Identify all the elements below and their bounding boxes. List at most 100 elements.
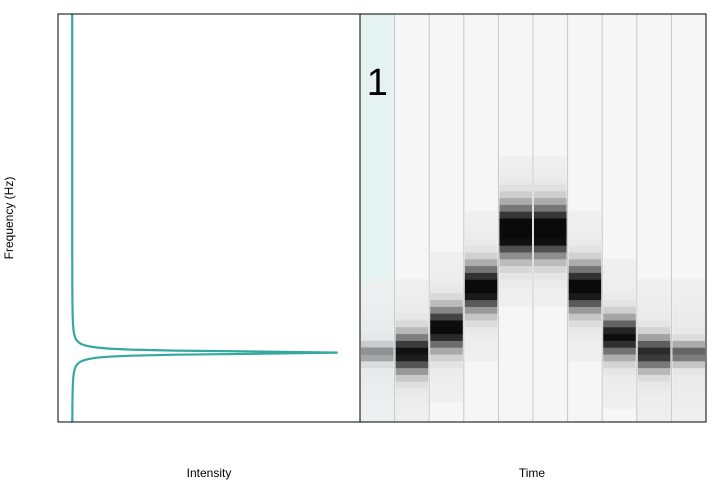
intensity-band: [361, 354, 394, 362]
intensity-band: [534, 265, 567, 273]
intensity-band: [637, 326, 671, 335]
intensity-band: [464, 340, 498, 348]
intensity-band: [395, 381, 429, 389]
intensity-band: [395, 360, 429, 369]
intensity-band: [672, 354, 705, 362]
spectrogram-frame-9: [636, 14, 672, 423]
intensity-band: [395, 279, 429, 287]
intensity-band: [499, 170, 532, 178]
intensity-band: [499, 252, 532, 260]
intensity-band: [672, 320, 705, 328]
intensity-band: [637, 408, 671, 416]
intensity-band: [568, 272, 602, 280]
intensity-band: [499, 156, 532, 165]
intensity-band: [603, 299, 636, 307]
intensity-band: [430, 265, 463, 273]
intensity-band: [603, 381, 636, 389]
intensity-band: [361, 388, 394, 396]
intensity-band: [637, 306, 671, 314]
intensity-band: [534, 156, 567, 165]
intensity-band: [430, 354, 463, 362]
intensity-band: [637, 388, 671, 396]
intensity-band: [499, 265, 532, 273]
intensity-band: [568, 326, 602, 335]
plot-border: [57, 13, 707, 423]
intensity-band: [499, 211, 532, 219]
spectrogram-frame-7: [567, 14, 603, 422]
intensity-band: [534, 170, 567, 178]
intensity-band: [603, 354, 636, 362]
intensity-band: [395, 299, 429, 307]
intensity-band: [534, 286, 567, 294]
intensity-band: [361, 374, 394, 382]
intensity-band: [672, 401, 705, 409]
intensity-band: [534, 299, 567, 307]
intensity-band: [430, 272, 463, 280]
intensity-band: [603, 326, 636, 335]
intensity-band: [672, 286, 705, 294]
intensity-band: [499, 279, 532, 287]
intensity-band: [568, 218, 602, 226]
intensity-band: [603, 286, 636, 294]
intensity-band: [603, 360, 636, 369]
intensity-band: [603, 320, 636, 328]
spectrogram-frame-6: [532, 14, 568, 422]
y-axis-label: Frequency (Hz): [2, 177, 16, 260]
intensity-band: [637, 367, 671, 375]
intensity-band: [534, 224, 567, 233]
intensity-band: [603, 340, 636, 348]
intensity-band: [637, 279, 671, 287]
intensity-band: [637, 299, 671, 307]
intensity-band: [568, 299, 602, 307]
intensity-band: [464, 245, 498, 253]
intensity-band: [568, 347, 602, 355]
intensity-band: [464, 238, 498, 246]
spectrogram-frame-4: [463, 14, 499, 422]
x-axis-label-time: Time: [519, 466, 546, 480]
intensity-band: [672, 367, 705, 375]
intensity-band: [395, 340, 429, 348]
intensity-band: [499, 299, 532, 307]
intensity-band: [568, 320, 602, 328]
intensity-band: [603, 374, 636, 382]
intensity-band: [534, 218, 567, 226]
intensity-band: [430, 313, 463, 321]
intensity-band: [672, 292, 705, 301]
intensity-band: [672, 313, 705, 321]
intensity-band: [395, 326, 429, 335]
intensity-band: [430, 286, 463, 294]
intensity-band: [637, 415, 671, 423]
intensity-band: [430, 252, 463, 260]
intensity-band: [361, 299, 394, 307]
intensity-band: [603, 279, 636, 287]
intensity-band: [568, 238, 602, 246]
intensity-band: [430, 340, 463, 348]
spectrogram-frame-10: [670, 14, 706, 423]
intensity-band: [361, 381, 394, 389]
intensity-band: [499, 245, 532, 253]
intensity-band: [464, 224, 498, 233]
intensity-band: [534, 231, 567, 239]
intensity-band: [672, 415, 705, 423]
intensity-band: [395, 320, 429, 328]
intensity-band: [568, 292, 602, 301]
intensity-band: [672, 360, 705, 369]
intensity-band: [637, 333, 671, 341]
x-axis-label-intensity: Intensity: [187, 466, 232, 480]
intensity-band: [430, 326, 463, 335]
intensity-band: [568, 252, 602, 260]
intensity-band: [603, 258, 636, 267]
intensity-band: [361, 286, 394, 294]
intensity-band: [361, 320, 394, 328]
intensity-band: [568, 313, 602, 321]
intensity-band: [361, 313, 394, 321]
intensity-band: [499, 238, 532, 246]
intensity-band: [499, 177, 532, 185]
intensity-band: [499, 218, 532, 226]
intensity-band: [637, 347, 671, 355]
intensity-band: [672, 326, 705, 335]
intensity-band: [430, 360, 463, 369]
intensity-band: [672, 299, 705, 307]
intensity-band: [534, 177, 567, 185]
